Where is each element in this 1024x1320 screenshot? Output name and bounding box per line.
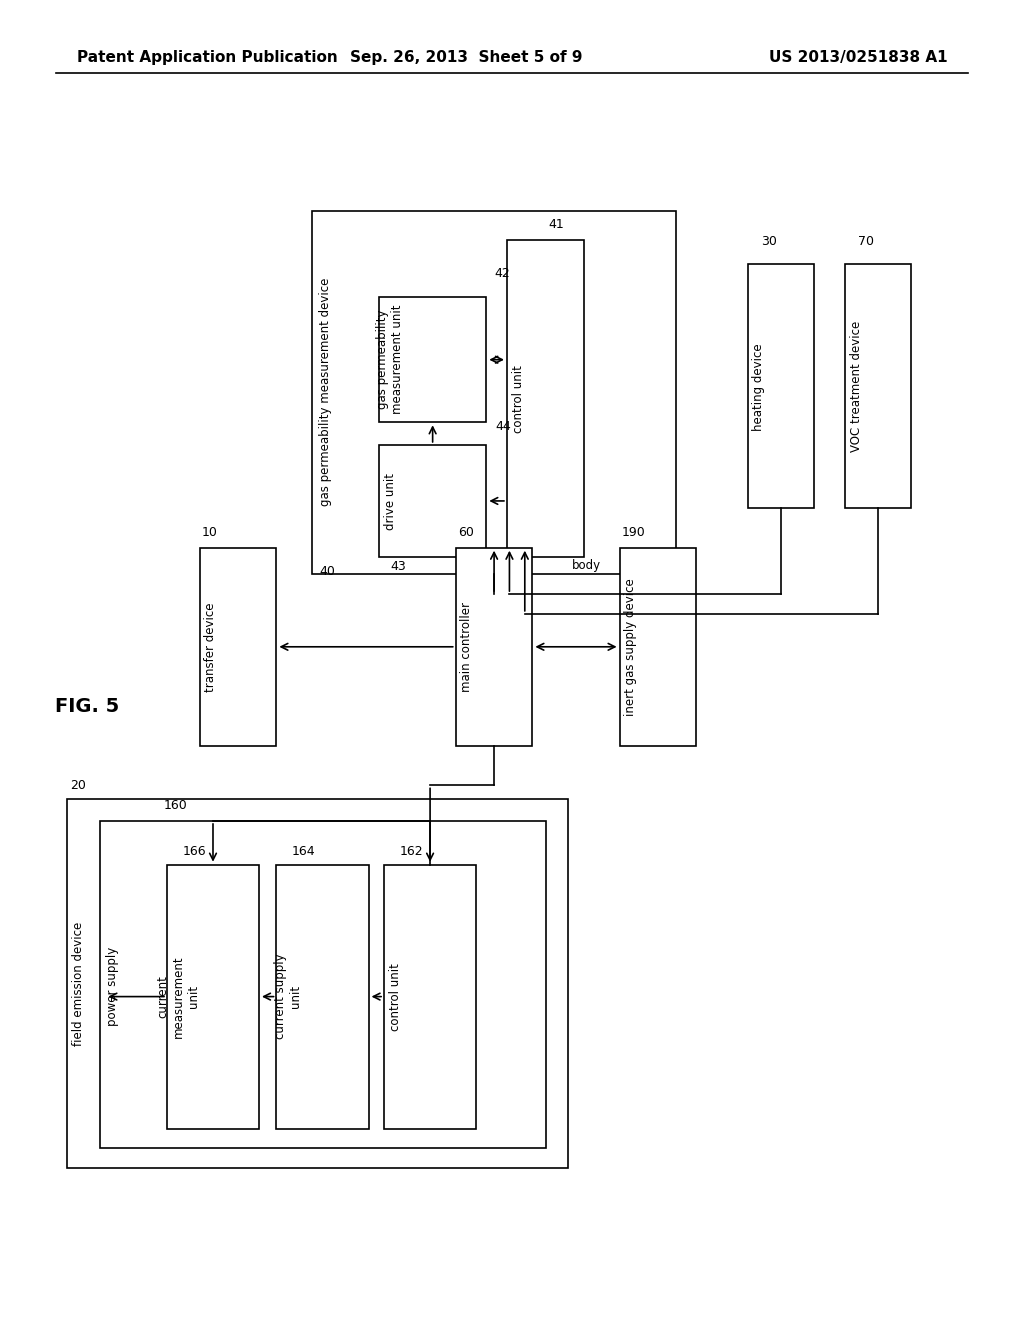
Text: transfer device: transfer device: [205, 602, 217, 692]
Text: gas permeability measurement device: gas permeability measurement device: [319, 277, 332, 507]
Text: 30: 30: [761, 235, 777, 248]
Bar: [620, 548, 696, 746]
Text: 20: 20: [70, 779, 86, 792]
Text: field emission device: field emission device: [73, 921, 85, 1045]
Text: inert gas supply device: inert gas supply device: [625, 578, 637, 715]
Text: 60: 60: [458, 525, 474, 539]
Bar: [845, 264, 911, 508]
Text: 10: 10: [202, 525, 218, 539]
Text: 164: 164: [292, 845, 315, 858]
Text: current supply
unit: current supply unit: [273, 954, 302, 1039]
Bar: [379, 297, 486, 422]
Bar: [384, 865, 476, 1129]
Text: main controller: main controller: [461, 602, 473, 692]
Bar: [100, 821, 546, 1148]
Text: 162: 162: [399, 845, 423, 858]
Text: 190: 190: [622, 525, 645, 539]
Text: 40: 40: [319, 565, 336, 578]
Text: 160: 160: [164, 799, 187, 812]
Text: 42: 42: [495, 267, 510, 280]
Bar: [456, 548, 532, 746]
Text: 70: 70: [858, 235, 874, 248]
Bar: [276, 865, 369, 1129]
Bar: [67, 799, 568, 1168]
Text: heating device: heating device: [753, 343, 765, 430]
Text: control unit: control unit: [512, 364, 524, 433]
Text: power supply: power supply: [106, 946, 119, 1026]
Text: FIG. 5: FIG. 5: [55, 697, 119, 715]
Bar: [379, 445, 486, 557]
Bar: [507, 240, 584, 557]
Text: drive unit: drive unit: [384, 473, 396, 531]
Text: gas permeability
measurement unit: gas permeability measurement unit: [376, 305, 404, 413]
Text: US 2013/0251838 A1: US 2013/0251838 A1: [769, 50, 947, 65]
Text: Sep. 26, 2013  Sheet 5 of 9: Sep. 26, 2013 Sheet 5 of 9: [349, 50, 583, 65]
Text: body: body: [571, 558, 600, 572]
Bar: [200, 548, 276, 746]
Bar: [312, 211, 676, 574]
Text: control unit: control unit: [389, 962, 401, 1031]
Text: Patent Application Publication: Patent Application Publication: [77, 50, 338, 65]
Text: 44: 44: [496, 420, 511, 433]
Bar: [748, 264, 814, 508]
Text: 41: 41: [549, 218, 564, 231]
Bar: [167, 865, 259, 1129]
Text: 43: 43: [390, 560, 406, 573]
Text: 166: 166: [182, 845, 206, 858]
Text: VOC treatment device: VOC treatment device: [850, 321, 862, 453]
Text: current
measurement
unit: current measurement unit: [157, 956, 200, 1038]
